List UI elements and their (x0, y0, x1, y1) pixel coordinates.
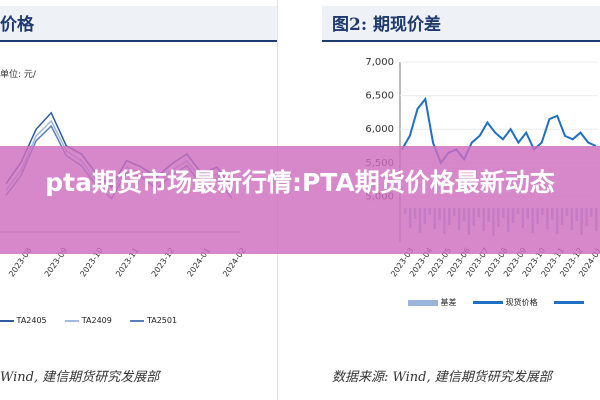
right-header-underline (322, 40, 600, 42)
right-legend: 基差 现货价格 (408, 297, 585, 308)
right-source-note: 数据来源: Wind, 建信期货研究发展部 (332, 370, 552, 385)
legend-item-ta2501: TA2501 (130, 316, 177, 325)
left-header-underline (0, 40, 277, 42)
right-header-bar (322, 6, 600, 40)
legend-item-basis: 基差 (408, 298, 457, 307)
legend-item-spot-price: 现货价格 (473, 298, 538, 307)
y-tick-label: 6,000 (365, 124, 394, 135)
legend-item-ta2405: TA2405 (0, 316, 47, 325)
left-header-bar (0, 6, 277, 40)
left-unit-label: 单位: 元/ (0, 70, 36, 80)
left-source-note: Wind, 建信期货研究发展部 (0, 370, 160, 385)
legend-item-ta2409: TA2409 (65, 316, 112, 325)
article-title-banner: pta期货市场最新行情:PTA期货价格最新动态 (0, 146, 600, 254)
left-chart-title: 价格 (0, 15, 34, 35)
article-title: pta期货市场最新行情:PTA期货价格最新动态 (45, 168, 555, 197)
left-legend: TA2405 TA2409 TA2501 (0, 316, 177, 325)
y-tick-label: 7,000 (365, 57, 394, 68)
y-tick-label: 6,500 (365, 91, 394, 102)
right-chart-title: 图2: 期现价差 (332, 15, 442, 35)
legend-item-extra (554, 298, 585, 307)
series-line-spot-price (401, 96, 597, 165)
